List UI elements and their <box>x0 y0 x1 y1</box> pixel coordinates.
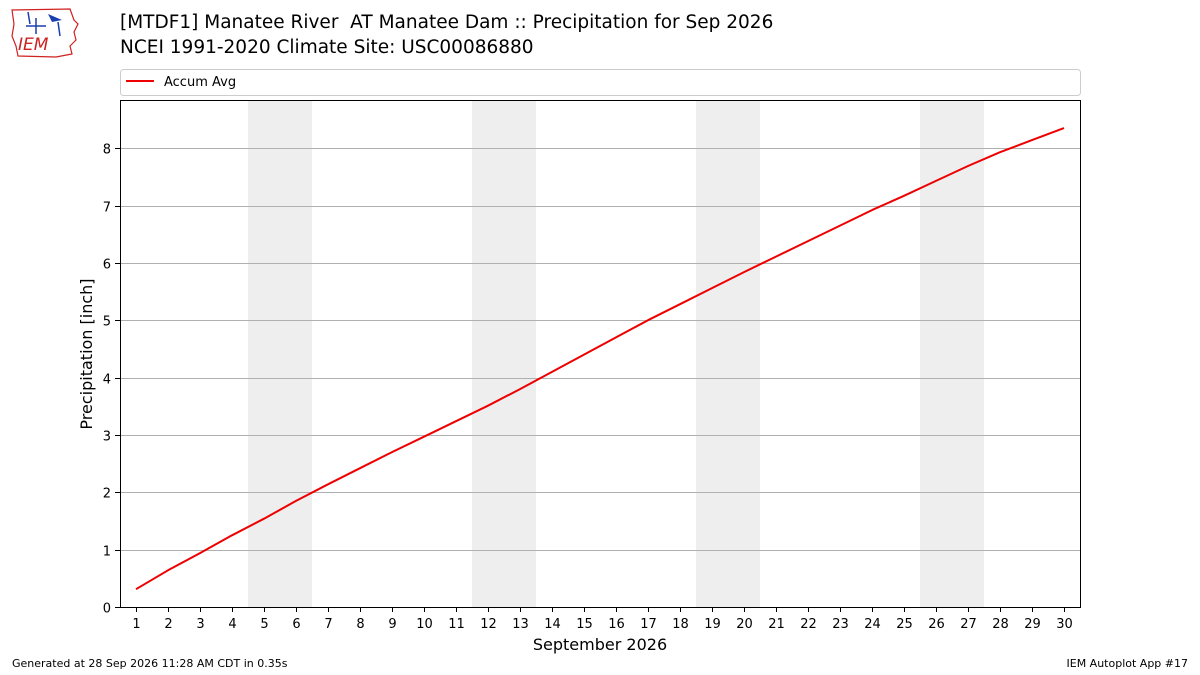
x-tick-label: 1 <box>132 617 140 632</box>
x-tick-label: 25 <box>896 617 913 632</box>
series-layer <box>135 127 1065 591</box>
x-tick-label: 5 <box>260 617 268 632</box>
x-tick-label: 16 <box>608 617 625 632</box>
y-axis: 0 1 2 3 4 5 6 7 8 <box>103 143 120 617</box>
y-tick-label: 4 <box>103 373 111 388</box>
x-tick-label: 24 <box>864 617 881 632</box>
x-tick-label: 3 <box>196 617 204 632</box>
x-tick-label: 7 <box>324 617 332 632</box>
logo-text: IEM <box>18 35 49 55</box>
y-tick-label: 0 <box>103 602 111 617</box>
x-tick-label: 8 <box>356 617 364 632</box>
y-tick-label: 6 <box>103 258 111 273</box>
plot-frame <box>120 100 1081 608</box>
y-tick-label: 2 <box>103 487 111 502</box>
x-tick-label: 27 <box>960 617 977 632</box>
weekend-shade <box>920 100 984 607</box>
x-tick-label: 18 <box>672 617 689 632</box>
weekend-shade <box>472 100 536 607</box>
legend-box <box>120 69 1081 96</box>
app-credit: IEM Autoplot App #17 <box>1066 657 1189 670</box>
x-tick-label: 19 <box>704 617 721 632</box>
y-tick-label: 8 <box>103 143 111 158</box>
chart-subtitle: NCEI 1991-2020 Climate Site: USC00086880 <box>120 37 534 58</box>
x-tick-label: 11 <box>448 617 465 632</box>
weekend-shade <box>248 100 312 607</box>
y-tick-label: 7 <box>103 201 111 216</box>
x-tick-label: 4 <box>228 617 236 632</box>
x-tick-label: 2 <box>164 617 172 632</box>
chart-title: [MTDF1] Manatee River AT Manatee Dam :: … <box>120 12 774 33</box>
x-tick-label: 21 <box>768 617 785 632</box>
x-tick-label: 15 <box>576 617 593 632</box>
x-tick-label: 17 <box>640 617 657 632</box>
x-tick-label: 13 <box>512 617 529 632</box>
y-axis-label: Precipitation [inch] <box>77 278 96 429</box>
y-tick-label: 1 <box>103 545 111 560</box>
x-tick-label: 14 <box>544 617 561 632</box>
x-tick-label: 23 <box>832 617 849 632</box>
legend-label: Accum Avg <box>164 75 236 90</box>
x-tick-label: 22 <box>800 617 817 632</box>
x-tick-label: 10 <box>416 617 433 632</box>
x-tick-label: 30 <box>1056 617 1073 632</box>
x-tick-label: 28 <box>992 617 1009 632</box>
x-tick-label: 26 <box>928 617 945 632</box>
y-tick-label: 5 <box>103 315 111 330</box>
x-tick-label: 29 <box>1024 617 1041 632</box>
legend: Accum Avg <box>120 69 1081 96</box>
x-tick-label: 12 <box>480 617 497 632</box>
generated-note: Generated at 28 Sep 2026 11:28 AM CDT in… <box>12 657 288 670</box>
x-tick-label: 6 <box>292 617 300 632</box>
weekend-shades <box>248 100 984 607</box>
x-axis: 1 2 3 4 5 6 7 8 9 10 11 12 13 14 15 16 17 18 19 20 21 22 23 24 2… <box>132 607 1073 632</box>
x-axis-label: September 2026 <box>533 635 667 654</box>
x-tick-label: 20 <box>736 617 753 632</box>
weekend-shade <box>696 100 760 607</box>
y-tick-label: 3 <box>103 430 111 445</box>
x-tick-label: 9 <box>388 617 396 632</box>
iem-logo: IEM <box>8 6 82 60</box>
series-line-accum-avg <box>135 127 1065 591</box>
